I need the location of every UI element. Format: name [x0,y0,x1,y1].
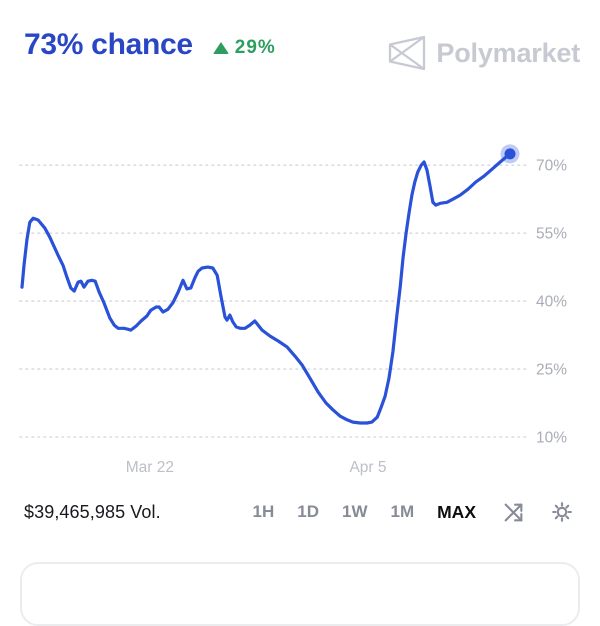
range-button-1h[interactable]: 1H [250,500,278,524]
y-axis-label: 40% [536,294,567,311]
crossing-arrows-button[interactable] [500,499,527,526]
chance-title: 73% chance [24,28,193,61]
settings-button[interactable] [548,498,576,526]
gear-icon [552,502,572,522]
chart-footer: $39,465,985 Vol. 1H 1D 1W 1M MAX [24,496,576,528]
brand-name: Polymarket [436,37,580,68]
range-button-max[interactable]: MAX [434,500,479,525]
polymarket-logo: Polymarket [387,34,580,72]
endpoint-dot [504,148,516,160]
up-triangle-icon [212,41,229,54]
bottom-card [20,562,580,626]
time-range-selector: 1H 1D 1W 1M MAX [250,500,479,525]
y-axis-label: 10% [536,430,567,447]
range-button-1d[interactable]: 1D [294,500,322,524]
chart-controls: 1H 1D 1W 1M MAX [250,498,576,526]
polymarket-logo-icon [389,35,426,71]
y-axis-label: 55% [536,226,567,243]
volume-label: $39,465,985 Vol. [24,501,161,522]
price-chart[interactable]: 70% 55% 40% 25% 10% Mar 22 Apr 5 [0,0,600,600]
x-axis-label: Apr 5 [349,459,386,476]
price-line [20,152,512,425]
range-button-1m[interactable]: 1M [387,500,417,524]
price-change-badge: 29% [212,36,276,59]
range-button-1w[interactable]: 1W [339,500,371,524]
market-header: 73% chance 29% [24,28,276,62]
y-axis-label: 70% [536,158,567,175]
delta-value: 29% [234,36,276,58]
crossing-arrows-icon [504,503,523,521]
y-axis-label: 25% [536,362,567,379]
x-axis-label: Mar 22 [126,459,174,476]
